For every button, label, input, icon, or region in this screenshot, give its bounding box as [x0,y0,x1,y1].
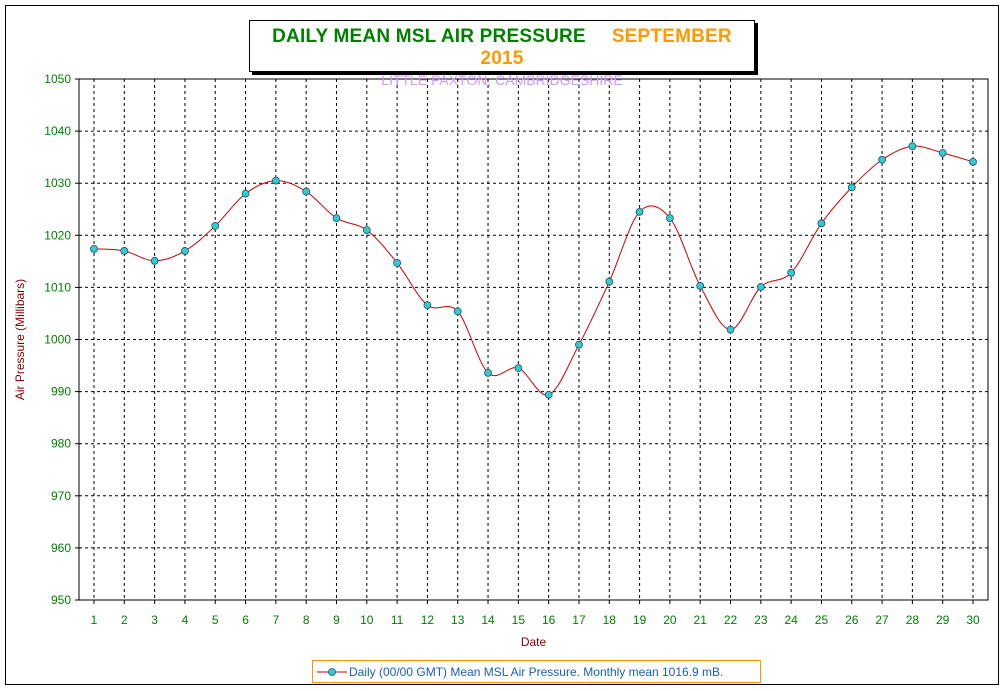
x-tick-label: 8 [303,613,310,627]
data-point [241,189,250,198]
x-tick-label: 22 [724,613,738,627]
x-tick-label: 26 [845,613,859,627]
data-point [271,176,280,185]
data-point [847,183,856,192]
x-tick-label: 9 [333,613,340,627]
y-axis-title: Air Pressure (Millibars) [13,279,27,400]
data-point [90,244,98,253]
x-tick-label: 10 [360,613,374,627]
x-tick-label: 4 [182,613,189,627]
chart-title-box: DAILY MEAN MSL AIR PRESSURE SEPTEMBER 201… [249,20,755,88]
chart-legend: Daily (00/00 GMT) Mean MSL Air Pressure.… [312,660,761,683]
data-point [908,142,917,151]
data-point [332,214,341,223]
x-tick-label: 20 [663,613,677,627]
data-point [393,259,402,267]
x-tick-label: 25 [815,613,829,627]
x-axis-title: Date [521,635,547,649]
chart-title-main: DAILY MEAN MSL AIR PRESSURE [272,26,586,47]
y-tick-label: 1040 [44,124,71,138]
x-tick-label: 24 [784,613,798,627]
y-tick-label: 950 [51,593,71,607]
data-point [969,157,977,166]
x-tick-label: 16 [542,613,556,627]
legend-label: Daily (00/00 GMT) Mean MSL Air Pressure.… [349,664,724,679]
x-tick-label: 17 [572,613,586,627]
x-tick-label: 21 [694,613,708,627]
y-tick-label: 980 [51,437,71,451]
data-point [878,155,886,164]
y-tick-label: 990 [51,385,71,399]
chart-subtitle: LITTLE PAXTON, CAMBRIDGESHIRE [381,72,623,88]
x-tick-label: 11 [391,613,404,627]
x-tick-label: 30 [966,613,980,627]
data-point [211,222,220,230]
data-point [696,281,705,290]
data-point [635,207,644,216]
y-tick-label: 960 [51,541,71,555]
data-point [756,282,765,291]
x-tick-label: 18 [603,613,617,627]
data-point [726,325,735,334]
x-tick-label: 14 [481,613,495,627]
plot-border [78,78,989,601]
chart-title-date: SEPTEMBER 2015 [480,26,732,69]
x-tick-label: 2 [121,613,128,627]
data-point [362,226,371,234]
y-tick-label: 1030 [44,176,71,190]
data-point [181,247,189,255]
chart-title: DAILY MEAN MSL AIR PRESSURE SEPTEMBER 201… [250,26,754,70]
data-point [575,340,583,349]
data-point [120,247,129,255]
x-tick-label: 6 [242,613,249,627]
y-tick-label: 970 [51,489,71,503]
x-tick-label: 27 [875,613,889,627]
legend-series-symbol [317,667,347,676]
data-point [423,301,432,310]
x-tick-label: 13 [451,613,465,627]
data-point [150,256,159,265]
x-tick-label: 1 [91,613,98,627]
y-tick-label: 1050 [44,72,71,86]
x-tick-label: 19 [633,613,647,627]
x-tick-label: 29 [936,613,950,627]
x-tick-label: 5 [212,613,219,627]
x-tick-label: 3 [151,613,158,627]
data-point [453,307,462,316]
y-tick-label: 1000 [44,333,71,347]
data-point [665,214,674,223]
data-point [544,390,553,399]
y-tick-label: 1010 [44,280,71,294]
data-point [484,368,492,377]
data-point [817,219,826,228]
x-tick-label: 7 [273,613,280,627]
y-tick-label: 1020 [44,228,71,242]
data-point [938,149,947,157]
x-tick-label: 15 [512,613,526,627]
x-tick-label: 28 [906,613,920,627]
data-point [787,268,796,277]
data-point [514,364,523,373]
data-point [605,277,614,286]
data-point [302,187,311,196]
x-tick-label: 12 [421,613,435,627]
x-tick-label: 23 [754,613,768,627]
